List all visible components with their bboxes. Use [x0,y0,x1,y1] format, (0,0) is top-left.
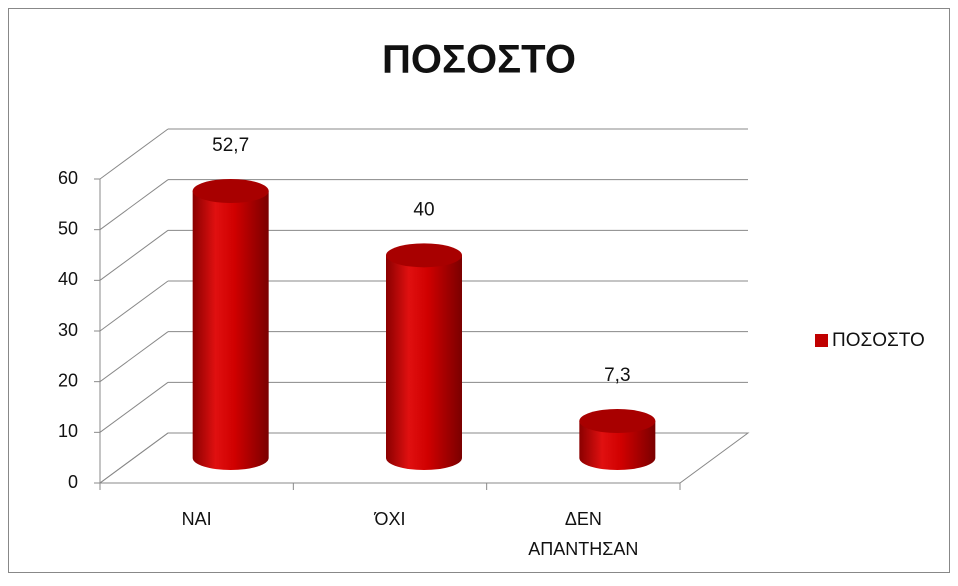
grid-line [99,381,169,433]
bar-top [579,409,656,434]
y-tick-label: 50 [58,218,78,238]
data-label: 52,7 [212,135,249,156]
data-label: 7,3 [604,365,630,386]
data-label: 40 [413,199,434,220]
grid-line [99,229,169,281]
y-tick-label: 10 [58,421,78,441]
y-tick-label: 40 [58,269,78,289]
bar [579,421,656,470]
bar [386,255,462,470]
chart-title: ΠΟΣΟΣΤΟ [382,38,576,82]
bar [192,190,269,470]
y-tick-label: 60 [58,168,78,188]
bar-top [192,178,269,203]
y-tick-label: 30 [58,320,78,340]
y-tick-label: 20 [58,370,78,390]
legend-label: ΠΟΣΟΣΤΟ [832,330,925,351]
y-tick-label: 0 [68,472,78,492]
chart-border [8,8,950,573]
x-tick-label: ΌΧΙ [374,509,406,529]
bar-top [386,243,462,268]
grid-line [99,128,169,180]
x-tick-label: ΔΕΝ ΑΠΑΝΤΗΣΑΝ [528,509,638,559]
grid-line [99,280,169,332]
grid-line [99,432,169,484]
grid-line [99,179,169,231]
grid-line [99,331,169,383]
x-tick-label: ΝΑΙ [182,509,212,529]
legend-swatch [815,334,828,347]
